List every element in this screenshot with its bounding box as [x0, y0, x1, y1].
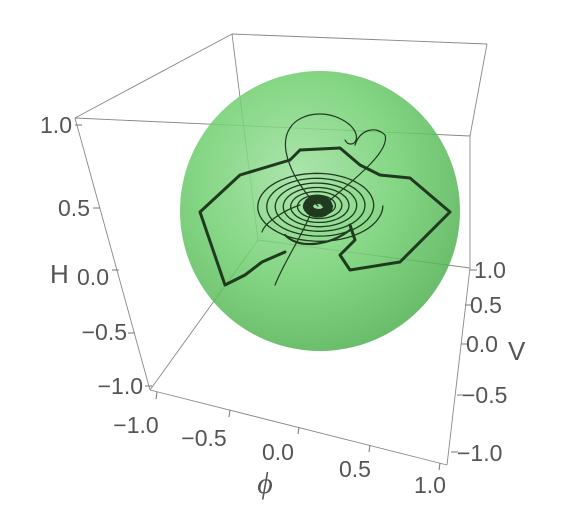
trajectory-branch-top — [284, 113, 357, 207]
h-tick-1: 1.0 — [40, 112, 72, 138]
trajectory-branch-left — [261, 204, 301, 233]
h-axis-label: H — [50, 259, 69, 289]
v-tick-1: 1.0 — [474, 257, 506, 283]
h-tick-2: 0.5 — [58, 195, 90, 221]
v-tick-5: −1.0 — [457, 440, 502, 466]
phi-tick-4: 0.5 — [339, 456, 371, 482]
v-tick-3: 0.0 — [466, 331, 498, 357]
phi-tick-2: −0.5 — [181, 425, 226, 451]
phi-axis-label: ϕ — [257, 467, 273, 500]
trajectory-branch-right — [329, 129, 387, 201]
trajectory-branch-down — [274, 214, 311, 286]
v-tick-4: −0.5 — [462, 382, 507, 408]
trajectory-outer-orbit — [198, 146, 452, 287]
v-axis-label: V — [508, 336, 526, 366]
trajectory-arc-lower — [283, 228, 352, 246]
phi-tick-3: 0.0 — [262, 439, 294, 465]
phi-tick-1: −1.0 — [113, 412, 158, 438]
h-tick-4: −0.5 — [82, 319, 127, 345]
phi-axis: −1.0 −0.5 0.0 0.5 1.0 ϕ — [113, 391, 446, 500]
trajectory-core — [303, 194, 334, 218]
trajectory-curves — [198, 113, 452, 287]
h-tick-3: 0.0 — [77, 264, 109, 290]
h-tick-5: −1.0 — [98, 373, 143, 399]
v-axis: 1.0 0.5 0.0 −0.5 −1.0 V — [451, 257, 526, 466]
v-tick-2: 0.5 — [470, 292, 502, 318]
h-axis: 1.0 0.5 0.0 −0.5 −1.0 H — [40, 112, 152, 399]
phi-tick-5: 1.0 — [414, 472, 446, 498]
